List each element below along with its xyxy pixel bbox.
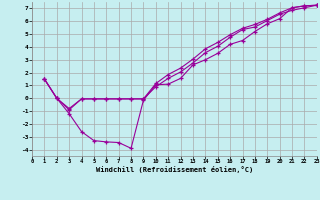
X-axis label: Windchill (Refroidissement éolien,°C): Windchill (Refroidissement éolien,°C) bbox=[96, 166, 253, 173]
